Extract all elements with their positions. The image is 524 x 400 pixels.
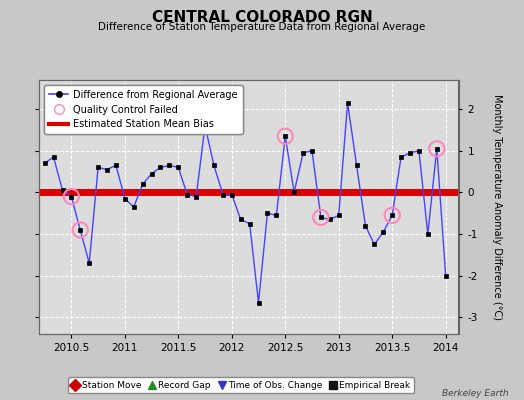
Point	[433, 146, 441, 152]
Text: CENTRAL COLORADO RGN: CENTRAL COLORADO RGN	[151, 10, 373, 25]
Point	[76, 227, 84, 233]
Point	[281, 133, 289, 140]
Text: Berkeley Earth: Berkeley Earth	[442, 389, 508, 398]
Point	[388, 212, 396, 218]
Y-axis label: Monthly Temperature Anomaly Difference (°C): Monthly Temperature Anomaly Difference (…	[492, 94, 502, 320]
Legend: Station Move, Record Gap, Time of Obs. Change, Empirical Break: Station Move, Record Gap, Time of Obs. C…	[68, 377, 414, 394]
Point	[67, 193, 75, 200]
Point	[316, 214, 325, 221]
Legend: Difference from Regional Average, Quality Control Failed, Estimated Station Mean: Difference from Regional Average, Qualit…	[44, 85, 243, 134]
Text: Difference of Station Temperature Data from Regional Average: Difference of Station Temperature Data f…	[99, 22, 425, 32]
